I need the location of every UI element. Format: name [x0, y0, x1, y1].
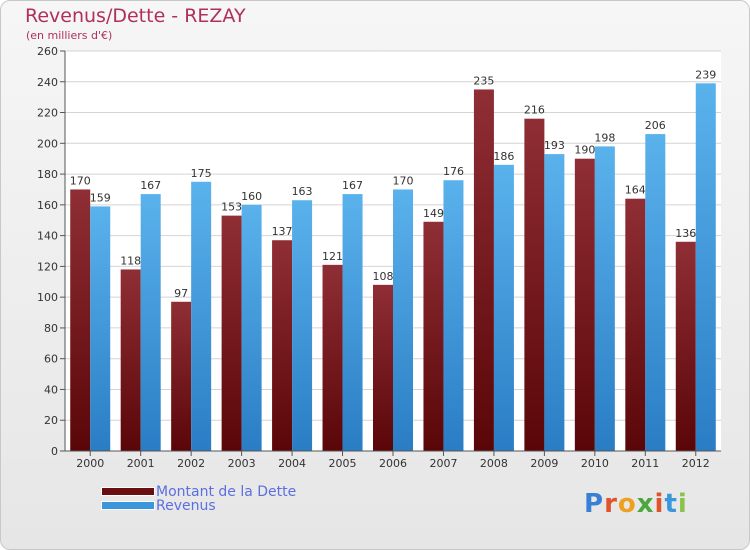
data-label-revenus: 176 — [443, 165, 464, 178]
x-tick-label: 2001 — [127, 457, 155, 470]
logo-letter: P — [584, 489, 605, 519]
data-label-revenus: 167 — [342, 179, 363, 192]
proxiti-logo: Proxiti — [584, 489, 688, 519]
bar-revenus — [645, 134, 666, 452]
y-tick-label: 40 — [44, 383, 58, 396]
y-tick-label: 20 — [44, 414, 58, 427]
data-label-revenus: 160 — [241, 190, 262, 203]
x-tick-label: 2008 — [480, 457, 508, 470]
data-label-revenus: 167 — [140, 179, 161, 192]
x-tick-label: 2009 — [530, 457, 558, 470]
data-label-revenus: 239 — [695, 68, 716, 81]
legend-label-dette: Montant de la Dette — [156, 484, 297, 500]
x-tick-label: 2012 — [682, 457, 710, 470]
y-tick-label: 100 — [37, 291, 58, 304]
data-label-dette: 164 — [625, 184, 646, 197]
bar-dette — [171, 301, 192, 451]
chart-subtitle: (en milliers d'€) — [26, 29, 113, 42]
x-tick-label: 2005 — [329, 457, 357, 470]
x-tick-label: 2004 — [278, 457, 306, 470]
x-tick-label: 2006 — [379, 457, 407, 470]
bar-revenus — [544, 154, 565, 452]
bar-dette — [322, 264, 343, 451]
bar-dette — [373, 284, 393, 451]
data-label-revenus: 193 — [544, 139, 565, 152]
x-tick-label: 2000 — [76, 457, 104, 470]
chart-title: Revenus/Dette - REZAY — [25, 5, 246, 27]
data-label-dette: 121 — [322, 250, 343, 263]
y-tick-label: 200 — [37, 137, 58, 150]
y-tick-label: 120 — [37, 260, 58, 273]
x-tick-label: 2011 — [631, 457, 659, 470]
data-label-dette: 108 — [373, 270, 394, 283]
data-label-revenus: 163 — [292, 185, 313, 198]
y-tick-label: 180 — [37, 168, 58, 181]
data-label-revenus: 198 — [594, 131, 615, 144]
logo-letter: i — [654, 489, 665, 519]
data-label-dette: 190 — [574, 144, 595, 157]
legend-label-revenus: Revenus — [156, 498, 216, 514]
bar-revenus — [594, 146, 615, 451]
bar-revenus — [241, 204, 262, 451]
legend-swatch-revenus — [101, 501, 155, 510]
bar-revenus — [342, 194, 363, 452]
y-tick-label: 0 — [51, 445, 58, 458]
y-tick-label: 260 — [37, 45, 58, 58]
bar-dette — [473, 89, 494, 451]
bar-revenus — [393, 189, 413, 451]
bar-revenus — [90, 206, 111, 451]
bar-dette — [221, 215, 242, 451]
x-tick-label: 2007 — [429, 457, 457, 470]
bar-revenus — [493, 164, 514, 451]
x-tick-label: 2003 — [228, 457, 256, 470]
data-label-revenus: 159 — [90, 191, 111, 204]
bar-dette — [675, 241, 696, 451]
logo-letter: r — [604, 489, 618, 519]
data-label-dette: 137 — [272, 225, 293, 238]
y-tick-label: 160 — [37, 199, 58, 212]
data-label-revenus: 175 — [191, 167, 212, 180]
x-tick-label: 2010 — [581, 457, 609, 470]
bar-revenus — [292, 200, 313, 451]
logo-letter: x — [636, 489, 655, 519]
bar-revenus — [695, 83, 716, 452]
logo-letter: i — [677, 489, 688, 519]
bar-dette — [272, 240, 293, 451]
y-tick-label: 80 — [44, 322, 58, 335]
bar-dette — [423, 221, 444, 451]
data-label-dette: 97 — [174, 287, 188, 300]
x-tick-label: 2002 — [177, 457, 205, 470]
data-label-dette: 136 — [675, 227, 696, 240]
data-label-revenus: 186 — [493, 150, 514, 163]
logo-letter: t — [664, 489, 678, 519]
bar-revenus — [191, 181, 212, 451]
y-tick-label: 140 — [37, 230, 58, 243]
bar-dette — [625, 198, 646, 451]
data-label-dette: 118 — [120, 254, 141, 267]
bar-revenus — [140, 194, 161, 452]
bar-revenus — [443, 180, 464, 451]
bar-dette — [70, 189, 91, 451]
data-label-revenus: 206 — [645, 119, 666, 132]
y-tick-label: 220 — [37, 107, 58, 120]
bar-dette — [120, 269, 141, 451]
logo-letter: o — [617, 489, 637, 519]
legend-swatch-dette — [101, 487, 155, 496]
data-label-dette: 235 — [473, 74, 494, 87]
data-label-dette: 216 — [524, 104, 545, 117]
y-tick-label: 240 — [37, 76, 58, 89]
data-label-dette: 149 — [423, 207, 444, 220]
y-tick-label: 60 — [44, 353, 58, 366]
data-label-revenus: 170 — [393, 174, 414, 187]
bar-dette — [574, 158, 595, 451]
data-label-dette: 153 — [221, 201, 242, 214]
data-label-dette: 170 — [70, 174, 91, 187]
bar-dette — [524, 118, 545, 451]
